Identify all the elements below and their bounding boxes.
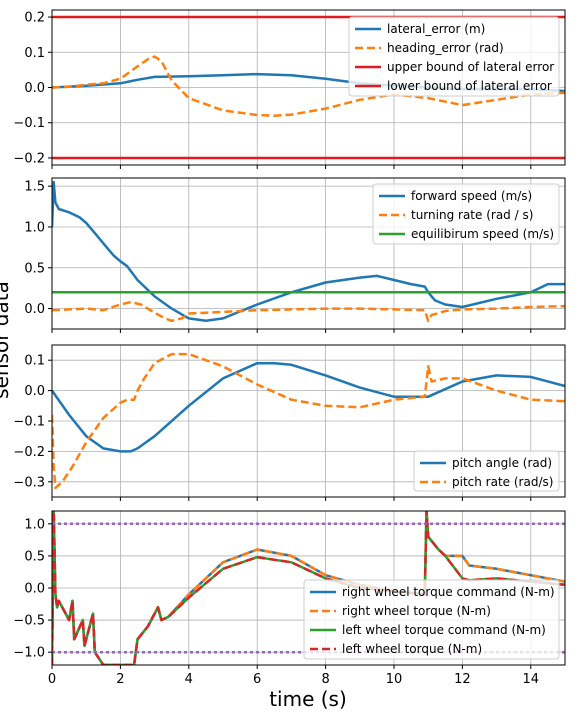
legend: right wheel torque command (N-m) right wh… [303, 579, 560, 660]
legend-label: lateral_error (m) [387, 22, 485, 36]
series-line [52, 55, 565, 117]
plot-frame [51, 9, 566, 166]
plot-frame [51, 510, 566, 666]
y-tick-label: 1.5 [24, 180, 45, 195]
x-tick-label: 8 [321, 672, 329, 687]
legend-label: upper bound of lateral error [387, 60, 554, 74]
series-group [52, 180, 565, 323]
y-tick-label: 0.0 [24, 384, 45, 399]
y-tick-label: 0.5 [24, 261, 45, 276]
x-tick-label: 4 [185, 672, 193, 687]
y-tick-label: −1.0 [13, 646, 45, 661]
legend-label: left wheel torque command (N-m) [342, 623, 546, 637]
panel-4: −1.0 −0.5 0.0 0.5 1.0 0 2 4 6 8 10 12 14 right wheel … [13, 510, 566, 687]
y-tick-label: −0.5 [13, 614, 45, 629]
x-tick-label: 12 [454, 672, 471, 687]
y-tick-label: −0.2 [13, 445, 45, 460]
y-tick-label: 1.0 [24, 517, 45, 532]
y-tick-label: 0.1 [24, 354, 45, 369]
series-line [52, 300, 565, 323]
x-tick-label: 0 [48, 672, 56, 687]
legend-label: turning rate (rad / s) [411, 208, 533, 222]
y-tick-label: 0.2 [24, 11, 45, 26]
y-tick-label: −0.1 [13, 415, 45, 430]
legend: forward speed (m/s) turning rate (rad / s… [372, 183, 560, 245]
plot-frame [51, 177, 566, 330]
x-tick-label: 2 [116, 672, 124, 687]
series-line [52, 361, 565, 453]
legend-label: heading_error (rad) [387, 41, 504, 55]
panel-1: −0.2 −0.1 0.0 0.1 0.2 lateral_error (m) headin… [13, 9, 566, 169]
plot-frame [51, 344, 566, 498]
legend-box [372, 183, 560, 245]
legend-label: left wheel torque (N-m) [342, 642, 482, 656]
legend-label: equilibirum speed (m/s) [411, 227, 554, 241]
series-line [52, 511, 565, 665]
panel-2: 0.0 0.5 1.0 1.5 forward speed (m/s) turning r… [24, 177, 566, 333]
legend-box [413, 450, 560, 492]
y-tick-label: 0.0 [24, 81, 45, 96]
legend-label: lower bound of lateral error [387, 79, 552, 93]
legend: pitch angle (rad) pitch rate (rad/s) [413, 450, 560, 492]
x-axis-label: time (s) [269, 687, 347, 711]
y-tick-label: −0.2 [13, 151, 45, 166]
legend-box [303, 579, 560, 660]
y-tick-label: 0.5 [24, 549, 45, 564]
series-line [52, 180, 565, 323]
series-group [52, 352, 565, 490]
y-tick-label: 0.1 [24, 46, 45, 61]
y-tick-label: −0.3 [13, 475, 45, 490]
legend-box [348, 16, 560, 97]
y-tick-label: 0.0 [24, 582, 45, 597]
x-tick-label: 6 [253, 672, 261, 687]
y-tick-label: 0.0 [24, 302, 45, 317]
legend-label: right wheel torque command (N-m) [342, 585, 555, 599]
y-tick-label: 1.0 [24, 220, 45, 235]
y-tick-label: −0.1 [13, 116, 45, 131]
legend: lateral_error (m) heading_error (rad) uppe… [348, 16, 560, 97]
legend-label: right wheel torque (N-m) [342, 604, 491, 618]
legend-label: pitch rate (rad/s) [452, 475, 553, 489]
legend-label: pitch angle (rad) [452, 456, 552, 470]
x-tick-label: 10 [386, 672, 403, 687]
y-axis-label: sensor data [0, 281, 13, 399]
legend-label: forward speed (m/s) [411, 189, 532, 203]
x-tick-label: 14 [523, 672, 540, 687]
